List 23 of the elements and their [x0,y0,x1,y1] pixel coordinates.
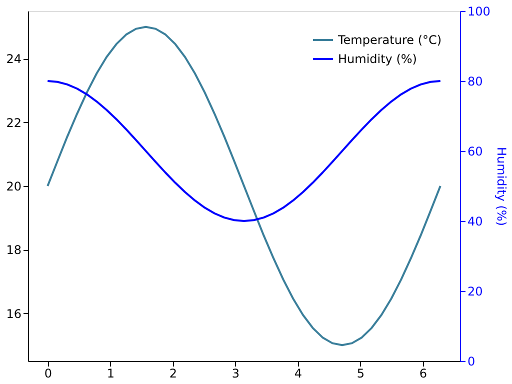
x-tick-label: 4 [294,366,302,380]
legend-label: Humidity (%) [338,52,417,66]
x-tick-label: 3 [232,366,240,380]
x-tick-label: 0 [44,366,52,380]
line-series [46,80,442,222]
y-tick-label: 20 [6,180,22,194]
y2-tick-label: 100 [468,4,490,18]
line-series [46,26,442,346]
y-tick-label: 24 [6,52,22,66]
x-tick-label: 5 [356,366,364,380]
y2-axis-title: Humidity (%) [494,147,508,226]
y2-tick-label: 60 [468,144,483,158]
y2-tick-label: 0 [468,354,476,368]
y-tick-label: 16 [6,306,22,321]
x-tick-label: 1 [106,366,114,380]
x-tick-label: 2 [169,366,177,380]
y2-tick-label: 20 [468,284,483,298]
y2-tick-label: 80 [468,74,483,88]
y2-tick-label: 40 [468,214,483,228]
x-tick-label: 6 [419,366,427,380]
y-tick-label: 22 [6,116,22,130]
y-tick-label: 18 [6,243,22,258]
legend-label: Temperature (°C) [337,33,442,47]
